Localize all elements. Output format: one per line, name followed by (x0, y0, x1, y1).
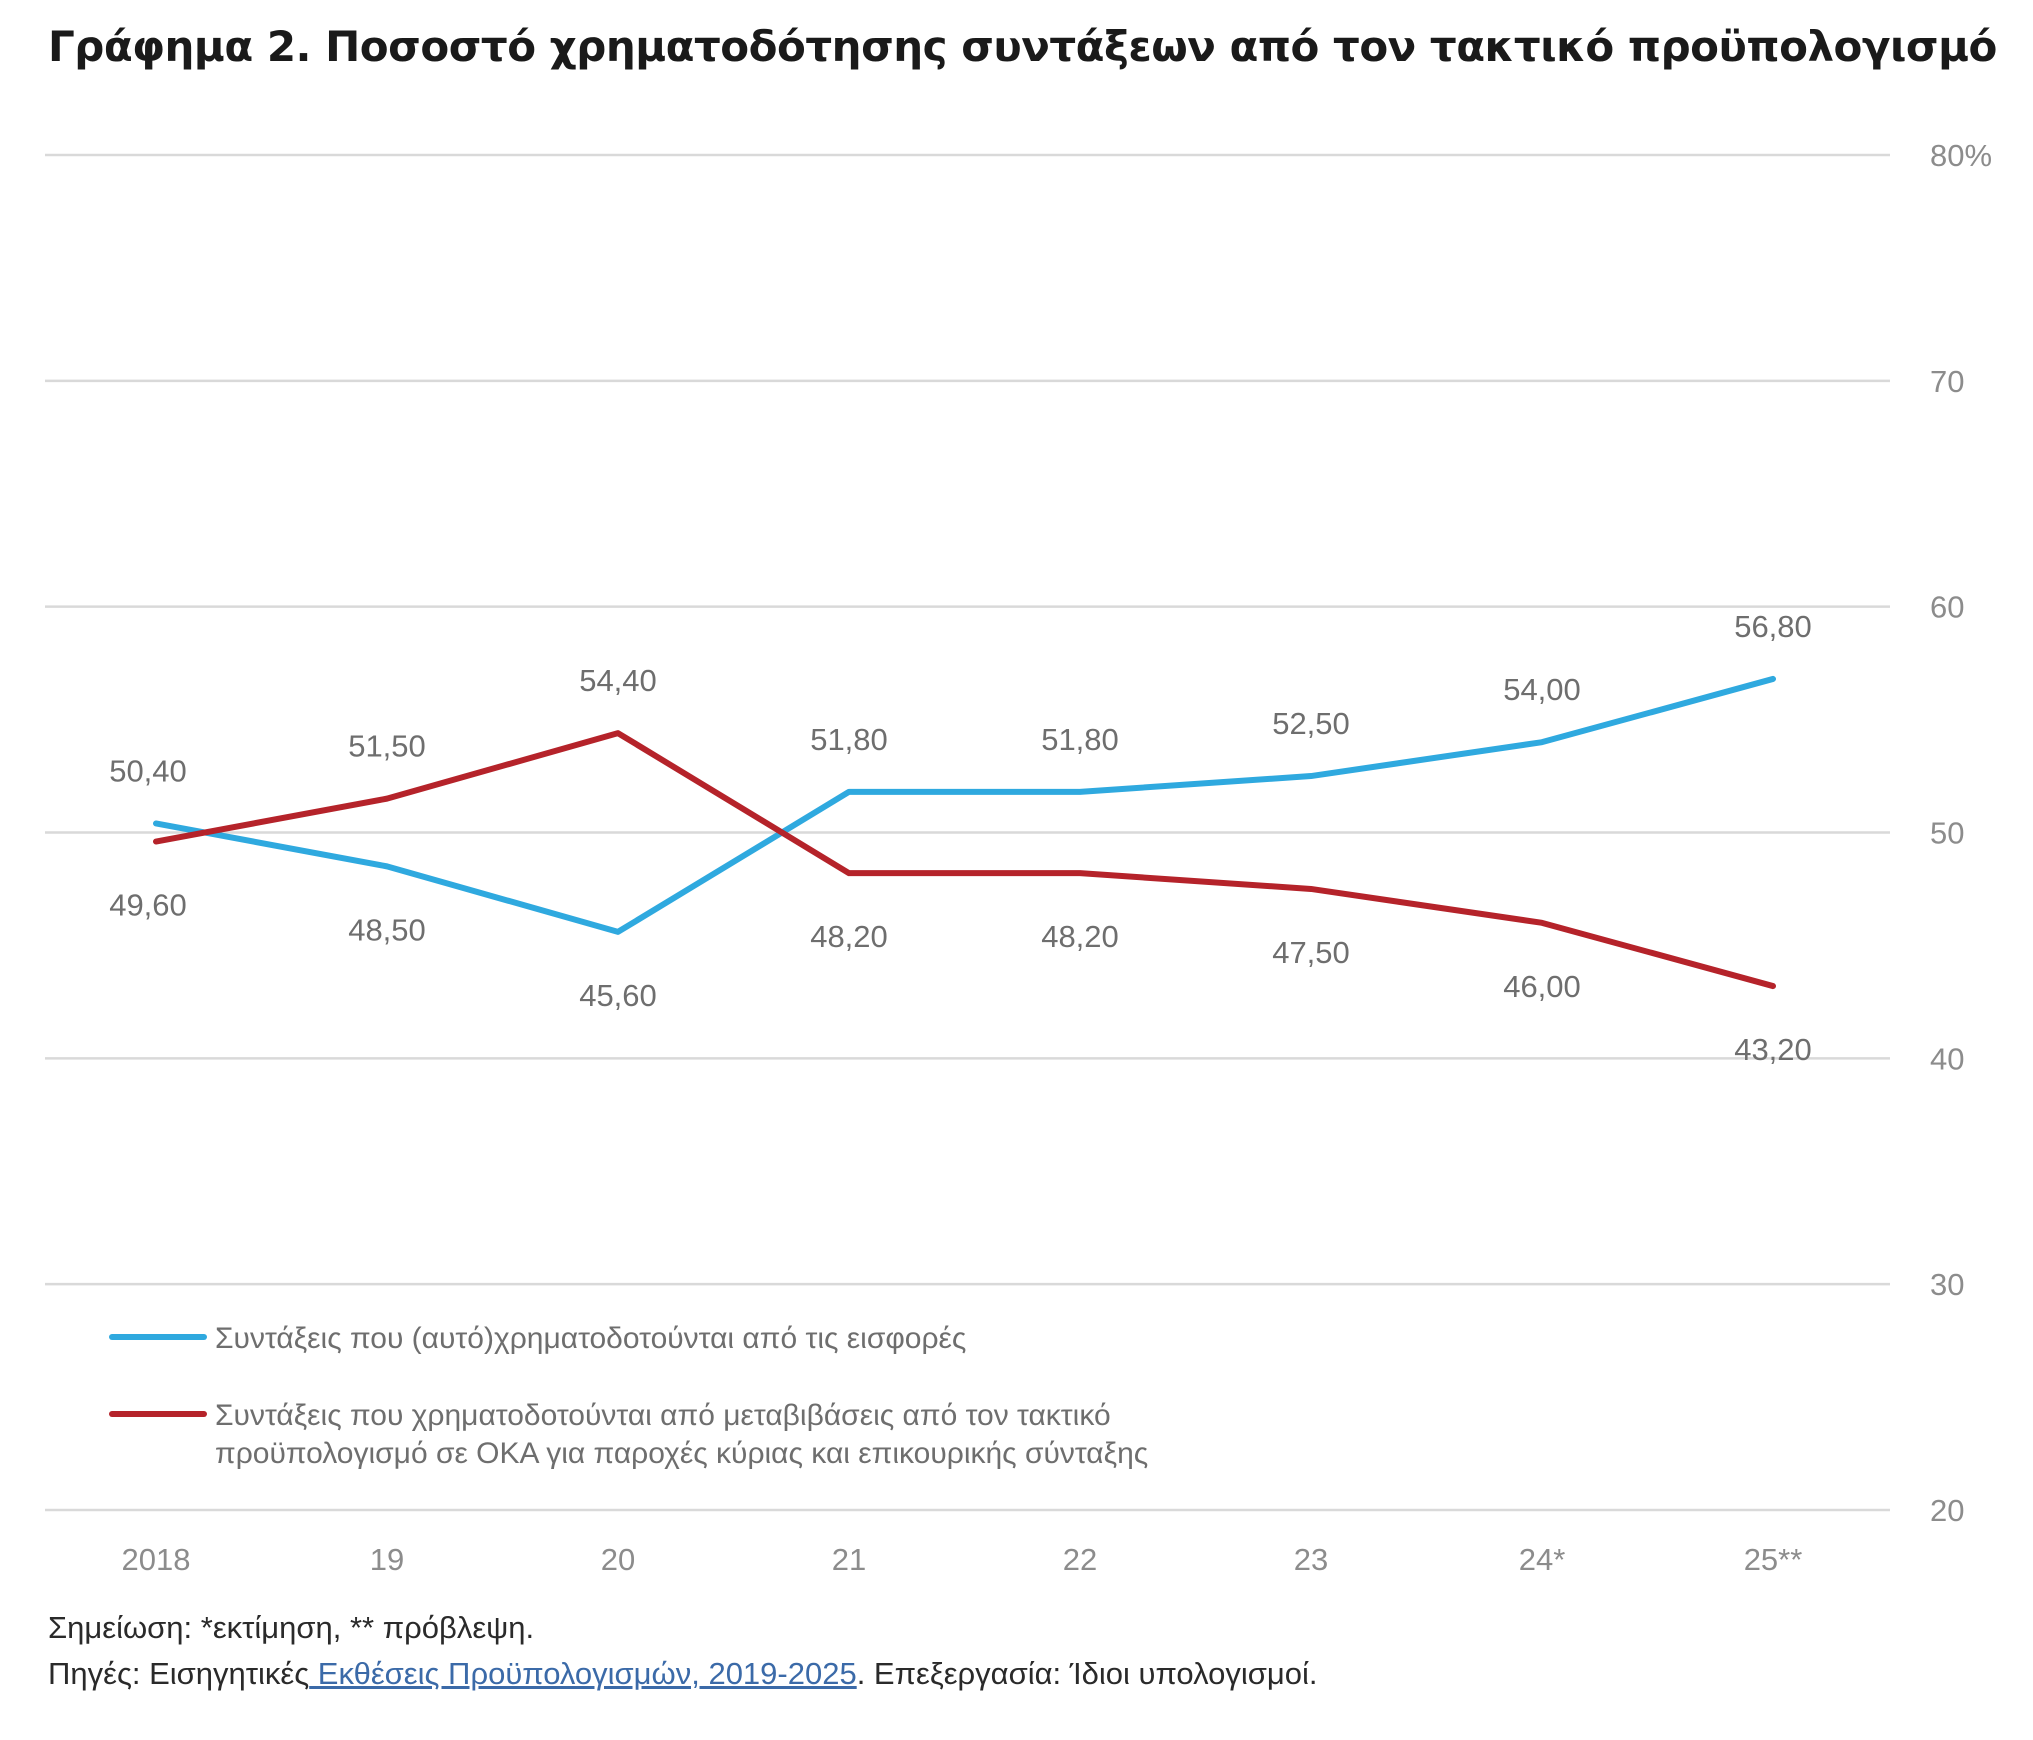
data-label: 48,20 (1041, 919, 1119, 954)
data-label: 48,20 (810, 919, 888, 954)
x-tick-label: 25** (1744, 1542, 1803, 1577)
x-tick-label: 2018 (122, 1542, 191, 1577)
y-tick-label: 60 (1930, 590, 1964, 625)
data-label: 56,80 (1734, 609, 1812, 644)
y-tick-label: 40 (1930, 1041, 1964, 1076)
series-line-blue (153, 675, 1776, 935)
data-label: 51,80 (1041, 722, 1119, 757)
data-label: 51,80 (810, 722, 888, 757)
data-label: 54,40 (579, 663, 657, 698)
legend-label-red: προϋπολογισμό σε ΟΚΑ για παροχές κύριας … (215, 1437, 1148, 1470)
legend-label-blue: Συντάξεις που (αυτό)χρηματοδοτούνται από… (215, 1322, 966, 1355)
y-tick-label: 30 (1930, 1267, 1964, 1302)
y-tick-label: 50 (1930, 816, 1964, 851)
chart-note: Σημείωση: *εκτίμηση, ** πρόβλεψη. (48, 1610, 535, 1645)
source-link[interactable]: Εκθέσεις Προϋπολογισμών, 2019-2025 (309, 1656, 857, 1691)
y-tick-label: 70 (1930, 364, 1964, 399)
data-label: 51,50 (348, 729, 426, 764)
x-tick-label: 20 (601, 1542, 635, 1577)
chart-source: Πηγές: Εισηγητικές Εκθέσεις Προϋπολογισμ… (48, 1651, 1317, 1697)
x-tick-label: 24* (1519, 1542, 1566, 1577)
data-label: 48,50 (348, 912, 426, 947)
x-tick-label: 22 (1063, 1542, 1097, 1577)
chart-title: Γράφημα 2. Ποσοστό χρηματοδότησης συντάξ… (48, 22, 1997, 71)
y-tick-label: 80% (1930, 138, 1992, 173)
data-label: 50,40 (109, 753, 187, 788)
data-label: 52,50 (1272, 706, 1350, 741)
legend-label-red: Συντάξεις που χρηματοδοτούνται από μεταβ… (215, 1399, 1111, 1432)
footnotes: Σημείωση: *εκτίμηση, ** πρόβλεψη. Πηγές:… (48, 1605, 1317, 1697)
source-prefix: Πηγές: Εισηγητικές (48, 1656, 310, 1691)
source-suffix: . Επεξεργασία: Ίδιοι υπολογισμοί. (856, 1656, 1318, 1691)
data-label: 49,60 (109, 888, 187, 923)
x-tick-label: 23 (1294, 1542, 1328, 1577)
data-label: 47,50 (1272, 935, 1350, 970)
x-tick-label: 21 (832, 1542, 866, 1577)
data-label: 54,00 (1503, 672, 1581, 707)
data-label: 43,20 (1734, 1032, 1812, 1067)
data-label: 45,60 (579, 978, 657, 1013)
series-line-red (153, 730, 1776, 990)
data-label: 46,00 (1503, 969, 1581, 1004)
y-tick-label: 20 (1930, 1493, 1964, 1528)
x-tick-label: 19 (370, 1542, 404, 1577)
